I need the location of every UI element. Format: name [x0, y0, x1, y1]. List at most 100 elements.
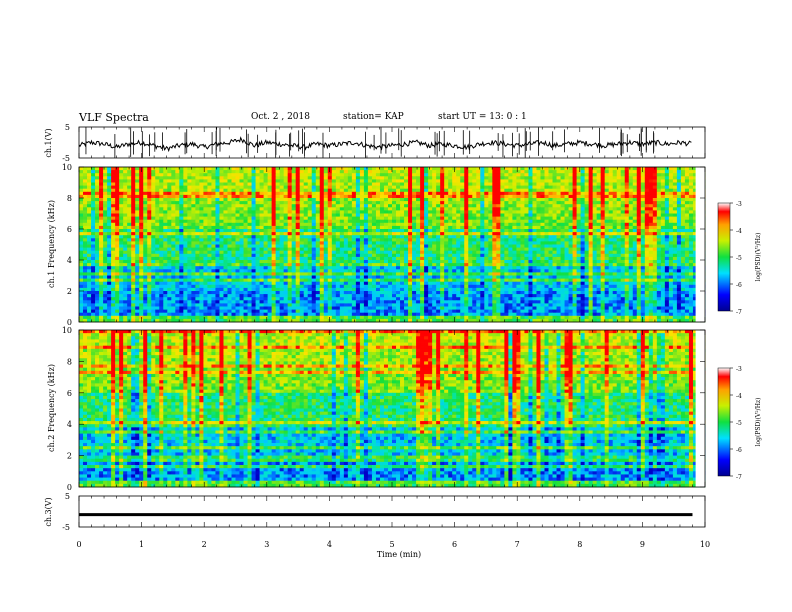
spectrogram-cell [351, 216, 357, 221]
spectrogram-cell [283, 204, 289, 208]
spectrogram-cell [504, 185, 509, 190]
spectrogram-cell [660, 210, 666, 214]
spectrogram-cell [199, 241, 204, 245]
spectrogram-cell [291, 194, 297, 199]
spectrogram-cell [552, 222, 557, 227]
spectrogram-cell [548, 194, 553, 199]
spectrogram-cell [227, 229, 232, 233]
spectrogram-cell [484, 207, 489, 211]
spectrogram-cell [456, 244, 461, 248]
spectrogram-cell [448, 232, 453, 236]
spectrogram-cell [115, 247, 120, 252]
spectrogram-cell [416, 213, 421, 217]
spectrogram-cell [263, 188, 268, 193]
spectrogram-cell [279, 179, 285, 183]
spectrogram-cell [692, 198, 698, 202]
spectrogram-cell [339, 235, 345, 239]
spectrogram-cell [448, 170, 453, 174]
spectrogram-cell [576, 167, 581, 171]
spectrogram-cell [608, 182, 614, 186]
spectrogram-cell [315, 256, 321, 261]
spectrogram-cell [183, 232, 188, 236]
spectrogram-cell [668, 179, 674, 183]
spectrogram-cell [263, 260, 268, 264]
spectrogram-cell [183, 170, 188, 174]
spectrogram-cell [87, 176, 92, 180]
spectrogram-cell [672, 244, 678, 248]
spectrogram-cell [692, 207, 698, 211]
spectrogram-cell [692, 235, 698, 239]
spectrogram-cell [319, 222, 325, 227]
spectrogram-cell [500, 176, 505, 180]
spectrogram-cell [428, 216, 433, 221]
spectrogram-cell [151, 253, 156, 258]
spectrogram-cell [175, 250, 180, 255]
spectrogram-cell [664, 188, 670, 193]
spectrogram-cell [263, 179, 268, 183]
spectrogram-cell [271, 256, 277, 261]
spectrogram-cell [516, 238, 521, 242]
spectrogram-cell [476, 198, 481, 202]
spectrogram-cell [83, 241, 88, 245]
spectrogram-cell [620, 219, 626, 224]
spectrogram-cell [267, 247, 273, 252]
spectrogram-cell [648, 204, 654, 208]
spectrogram-cell [243, 198, 248, 202]
spectrogram-cell [291, 250, 297, 255]
spectrogram-cell [311, 253, 317, 258]
spectrogram-cell [207, 173, 212, 177]
spectrogram-cell [616, 244, 622, 248]
spectrogram-cell [183, 222, 188, 227]
spectrogram-cell [123, 219, 128, 224]
spectrogram-cell [295, 210, 301, 214]
spectrogram-cell [231, 201, 236, 205]
spectrogram-cell [311, 260, 317, 264]
spectrogram-cell [323, 191, 329, 196]
spectrogram-cell [540, 188, 545, 193]
spectrogram-cell [480, 253, 485, 258]
spectrogram-cell [480, 201, 485, 205]
spectrogram-cell [171, 176, 176, 180]
spectrogram-cell [488, 170, 493, 174]
spectrogram-cell [355, 185, 361, 190]
spectrogram-cell [576, 241, 581, 245]
spectrogram-cell [283, 210, 289, 214]
spectrogram-cell [139, 194, 144, 199]
spectrogram-cell [335, 188, 341, 193]
spectrogram-cell [436, 238, 441, 242]
spectrogram-cell [552, 244, 557, 248]
spectrogram-cell [227, 213, 232, 217]
spectrogram-cell [512, 176, 517, 180]
spectrogram-cell [255, 167, 260, 171]
spectrogram-cell [560, 235, 565, 239]
spectrogram-cell [191, 260, 196, 264]
spectrogram-cell [327, 229, 333, 233]
spectrogram-cell [584, 219, 590, 224]
spectrogram-cell [560, 198, 565, 202]
spectrogram-cell [580, 194, 586, 199]
spectrogram-cell [656, 198, 662, 202]
spectrogram-cell [139, 229, 144, 233]
spectrogram-cell [400, 182, 405, 186]
spectrogram-cell [480, 207, 485, 211]
spectrogram-cell [99, 235, 104, 239]
spectrogram-cell [420, 179, 425, 183]
spectrogram-cell [219, 182, 224, 186]
spectrogram-cell [548, 260, 553, 264]
spectrogram-cell [319, 210, 325, 214]
spectrogram-cell [584, 229, 590, 233]
spectrogram-cell [371, 222, 377, 227]
spectrogram-cell [664, 238, 670, 242]
spectrogram-cell [592, 182, 598, 186]
spectrogram-cell [163, 222, 168, 227]
spectrogram-cell [588, 191, 594, 196]
spectrogram-cell [664, 173, 670, 177]
spectrogram-cell [468, 207, 473, 211]
spectrogram-cell [371, 241, 377, 245]
spectrogram-cell [504, 213, 509, 217]
spectrogram-cell [167, 201, 172, 205]
spectrogram-cell [171, 210, 176, 214]
spectrogram-cell [203, 170, 208, 174]
spectrogram-cell [412, 185, 417, 190]
spectrogram-cell [408, 194, 413, 199]
